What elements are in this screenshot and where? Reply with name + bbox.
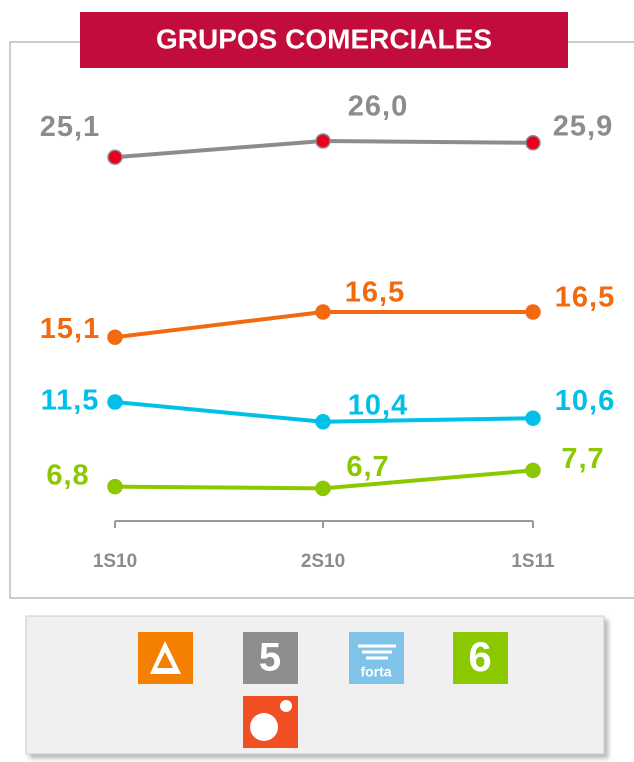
data-label: 26,0 [348, 91, 408, 123]
logo-shape: 5 [259, 636, 281, 680]
title-box [80, 12, 568, 68]
logo-shape [250, 713, 278, 741]
logo-shape [157, 652, 173, 668]
point [107, 149, 123, 165]
legend-box [25, 615, 605, 755]
logo-shape: 6 [468, 633, 491, 680]
x-tick-label: 1S10 [93, 551, 137, 572]
point [525, 135, 541, 151]
logo-telecinco [243, 632, 298, 684]
point [525, 462, 541, 479]
data-label: 10,6 [555, 385, 615, 417]
logo-text: forta [360, 664, 391, 680]
chart-title: GRUPOS COMERCIALES [156, 23, 492, 54]
legend: 5 forta 6 [25, 615, 605, 755]
data-label: 7,7 [561, 443, 604, 475]
logo-shape [358, 644, 396, 660]
point [107, 329, 123, 345]
data-label: 6,8 [46, 459, 89, 491]
point [315, 304, 331, 320]
data-label: 16,5 [345, 277, 405, 309]
data-label: 11,5 [41, 385, 100, 417]
logo-lasexta [453, 632, 508, 684]
data-label: 16,5 [555, 282, 615, 314]
point [315, 133, 331, 149]
point [107, 394, 123, 410]
data-label: 15,1 [40, 313, 100, 345]
data-label: 25,9 [553, 110, 613, 142]
data-label: 10,4 [348, 389, 408, 421]
data-label: 6,7 [346, 451, 389, 483]
x-tick-label: 2S10 [301, 551, 345, 572]
point [107, 478, 123, 495]
point [525, 410, 541, 426]
data-label: 25,1 [40, 111, 100, 143]
logo-shape [280, 700, 292, 712]
point [315, 414, 331, 430]
frame [9, 41, 634, 599]
point [315, 480, 331, 497]
point [525, 304, 541, 320]
x-tick-label: 1S11 [511, 551, 555, 572]
